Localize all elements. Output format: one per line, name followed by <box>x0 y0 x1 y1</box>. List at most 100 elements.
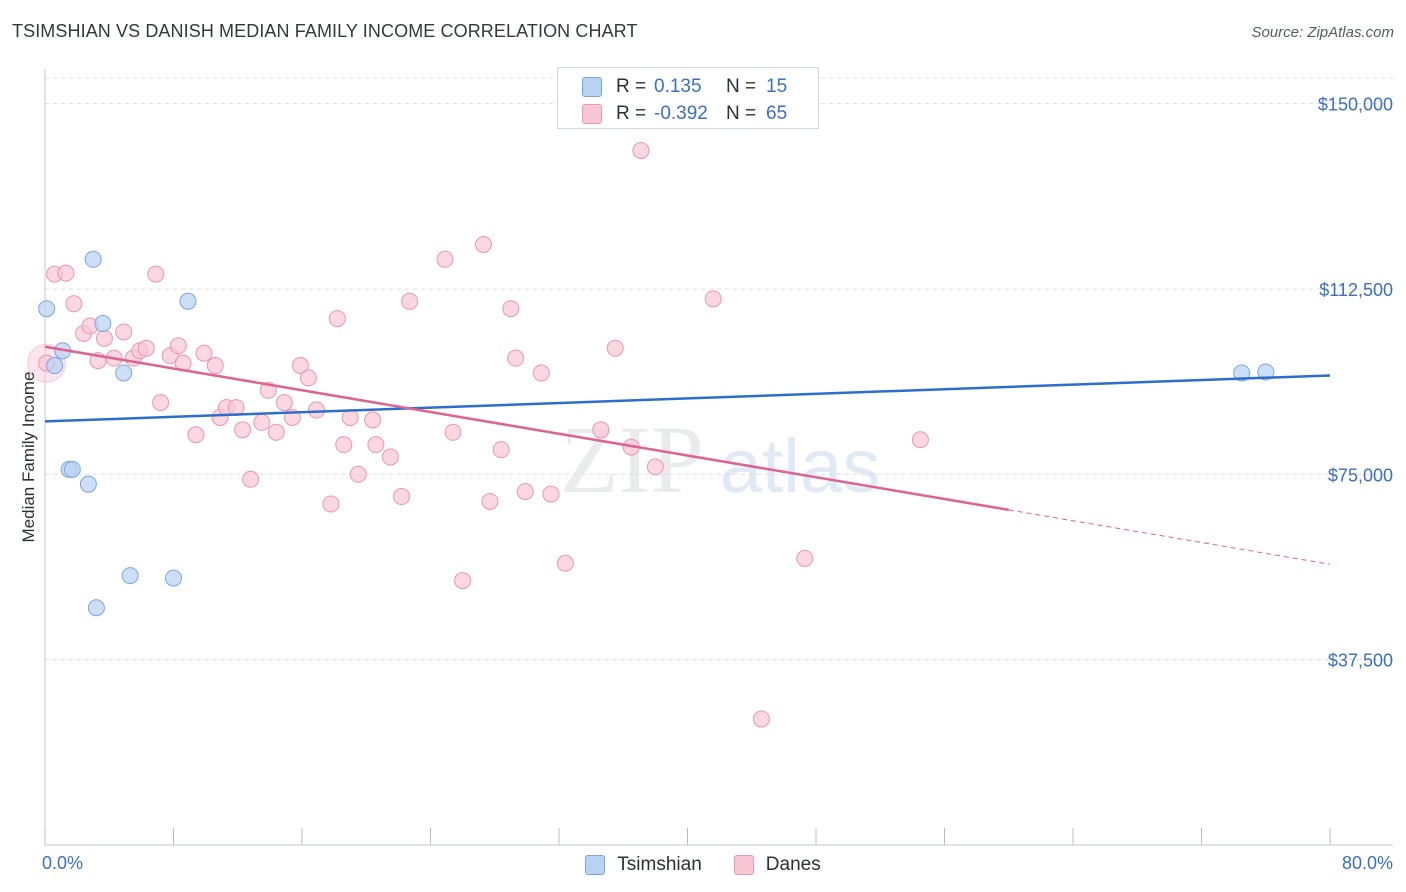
y-tick-label: $37,500 <box>1328 651 1393 671</box>
danes-point <box>57 264 75 282</box>
danes-point <box>364 411 382 429</box>
y-tick-label: $75,000 <box>1328 465 1393 485</box>
danes-point <box>147 265 165 283</box>
source-label: Source: ZipAtlas.com <box>1251 24 1394 41</box>
trend-lines <box>44 345 1331 565</box>
danes-point <box>367 436 385 454</box>
danes-point <box>328 310 346 328</box>
y-axis-label: Median Family Income <box>19 371 38 542</box>
tsimshian-point <box>115 364 133 382</box>
danes-point <box>95 329 113 347</box>
danes-point <box>911 431 929 449</box>
r-label: R = <box>616 103 647 124</box>
watermark-atlas: atlas <box>720 424 881 509</box>
tsimshian-legend-swatch <box>585 855 606 875</box>
danes-point <box>267 423 285 441</box>
danes-point <box>481 492 499 510</box>
grid-lines <box>45 77 1393 661</box>
danes-point <box>752 710 770 728</box>
axes <box>44 69 1393 846</box>
danes-point <box>307 401 325 419</box>
danes-point <box>137 339 155 357</box>
danes-point <box>796 549 814 567</box>
danes-point <box>234 421 252 439</box>
danes-point <box>299 369 317 387</box>
danes-point <box>475 235 493 253</box>
y-tick-label: $112,500 <box>1319 280 1393 300</box>
n-label: N = <box>726 76 757 97</box>
n-value: 15 <box>766 76 788 97</box>
danes-point <box>115 323 133 341</box>
stats-legend: R = 0.135 N = 15 R = -0.392 N = 65 <box>557 67 819 129</box>
tsimshian-point <box>1257 363 1275 381</box>
danes-point <box>646 458 664 476</box>
tsimshian-legend-label: Tsimshian <box>617 854 702 875</box>
danes-point <box>516 483 534 501</box>
danes-point <box>195 344 213 362</box>
danes-point <box>242 470 260 488</box>
r-value: 0.135 <box>654 76 702 97</box>
tsimshian-point <box>84 250 102 268</box>
tsimshian-point <box>1233 364 1251 382</box>
tsimshian-point <box>46 357 64 375</box>
danes-point <box>322 495 340 513</box>
legend-row-tsimshian: R = 0.135 N = 15 <box>582 74 787 100</box>
danes-point <box>335 436 353 454</box>
axis-labels: $37,500 $75,000 $112,500 $150,000 0.0% 80.0% M… <box>19 95 1393 873</box>
danes-point <box>454 572 472 590</box>
n-value: 65 <box>766 103 788 124</box>
danes-point <box>169 337 187 355</box>
danes-point <box>556 554 574 572</box>
danes-point <box>401 292 419 310</box>
series-legend: Tsimshian Danes <box>0 851 1406 879</box>
danes-point <box>492 441 510 459</box>
legend-row-danes: R = -0.392 N = 65 <box>582 101 787 127</box>
danes-point <box>436 250 454 268</box>
danes-point <box>632 142 650 160</box>
danes-point <box>444 423 462 441</box>
r-value: -0.392 <box>654 103 708 124</box>
x-tick-label: 80.0% <box>1342 853 1393 873</box>
danes-legend-label: Danes <box>765 854 821 875</box>
danes-point <box>704 290 722 308</box>
danes-point <box>349 465 367 483</box>
danes-point <box>592 421 610 439</box>
danes-point <box>291 357 309 375</box>
danes-swatch <box>582 104 602 124</box>
danes-point <box>502 300 520 318</box>
danes-point <box>542 485 560 503</box>
danes-point <box>152 394 170 412</box>
tsimshian-point <box>63 460 81 478</box>
danes-point <box>253 413 271 431</box>
danes-point <box>65 295 83 313</box>
chart-title: TSIMSHIAN VS DANISH MEDIAN FAMILY INCOME… <box>12 21 638 41</box>
legend-item-danes: Danes <box>733 854 821 876</box>
tsimshian-point <box>38 300 56 318</box>
watermark: ZIP atlas <box>560 406 880 513</box>
legend-item-tsimshian: Tsimshian <box>585 854 702 876</box>
tsimshian-point <box>94 315 112 333</box>
tsimshian-point <box>179 292 197 310</box>
watermark-zip: ZIP <box>560 406 704 513</box>
y-tick-label: $150,000 <box>1318 95 1393 115</box>
danes-point <box>393 488 411 506</box>
danes-trend-extension <box>1008 509 1331 565</box>
tsimshian-trend-line <box>44 374 1331 423</box>
danes-legend-swatch <box>733 855 754 875</box>
tsimshian-point <box>121 567 139 585</box>
danes-point <box>507 349 525 367</box>
danes-point <box>206 357 224 375</box>
danes-point <box>187 426 205 444</box>
danes-point <box>532 364 550 382</box>
r-label: R = <box>616 76 647 97</box>
tsimshian-point <box>87 599 105 617</box>
x-tick-label: 0.0% <box>42 853 83 873</box>
n-label: N = <box>726 103 757 124</box>
danes-point <box>606 339 624 357</box>
tsimshian-point <box>79 475 97 493</box>
danes-point <box>381 448 399 466</box>
danes-point <box>275 394 293 412</box>
danes-trend-line <box>44 345 1009 512</box>
tsimshian-point <box>165 569 182 587</box>
